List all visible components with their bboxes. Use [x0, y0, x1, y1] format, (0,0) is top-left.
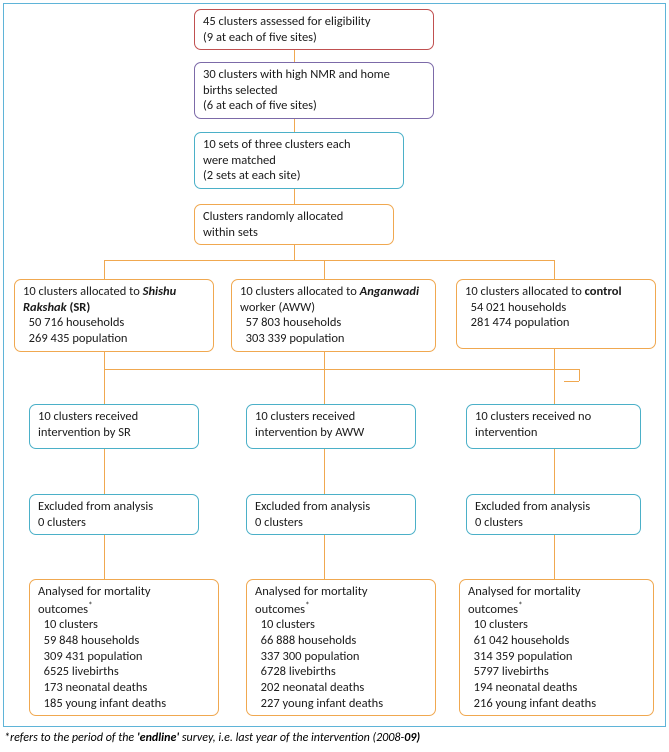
connector [554, 349, 555, 369]
flow-box-b7c: Excluded from analysis 0 clusters [466, 494, 641, 535]
flow-box-b6b: 10 clusters receivedintervention by AWW [246, 404, 416, 449]
connector [324, 369, 325, 404]
flow-box-b1: 45 clusters assessed for eligibility(9 a… [194, 9, 434, 50]
flow-box-b8a: Analysed for mortalityoutcomes* 10 clust… [29, 579, 219, 716]
footnote-bold: 'endline' [137, 731, 179, 745]
connector [104, 369, 579, 370]
flow-box-b5a: 10 clusters allocated to Shishu Rakshak … [14, 279, 214, 352]
flow-box-b6c: 10 clusters received nointervention [466, 404, 641, 449]
connector [324, 349, 325, 369]
connector [554, 260, 555, 279]
footnote-boldend: 09) [404, 731, 420, 745]
connector [104, 369, 105, 404]
connector [104, 260, 554, 261]
connector [104, 534, 105, 579]
connector [554, 449, 555, 494]
flow-box-b4: Clusters randomly allocatedwithin sets [194, 204, 394, 245]
flow-box-b8c: Analysed for mortalityoutcomes* 10 clust… [459, 579, 654, 716]
flow-box-b6a: 10 clusters receivedintervention by SR [29, 404, 199, 449]
connector [554, 369, 555, 404]
flow-box-b2: 30 clusters with high NMR and homebirths… [194, 62, 434, 119]
diagram-frame: 45 clusters assessed for eligibility(9 a… [3, 3, 666, 727]
connector [104, 449, 105, 494]
connector [579, 369, 580, 381]
connector [564, 381, 579, 382]
footnote-post: survey, i.e. last year of the interventi… [179, 731, 404, 745]
connector [104, 349, 105, 369]
footnote: *refers to the period of the 'endline' s… [4, 731, 420, 745]
connector [554, 534, 555, 579]
connector [104, 260, 105, 279]
flow-box-b8b: Analysed for mortalityoutcomes* 10 clust… [246, 579, 436, 716]
flow-box-b5b: 10 clusters allocated to Anganwadi worke… [231, 279, 436, 352]
flow-box-b5c: 10 clusters allocated to control 54 021 … [456, 279, 656, 349]
flow-box-b7a: Excluded from analysis0 clusters [29, 494, 199, 535]
connector [324, 449, 325, 494]
flow-box-b7b: Excluded from analysis 0 clusters [246, 494, 416, 535]
flow-box-b3: 10 sets of three clusters eachwere match… [194, 132, 404, 189]
connector [324, 260, 325, 279]
connector [324, 534, 325, 579]
footnote-pre: *refers to the period of the [4, 731, 137, 745]
